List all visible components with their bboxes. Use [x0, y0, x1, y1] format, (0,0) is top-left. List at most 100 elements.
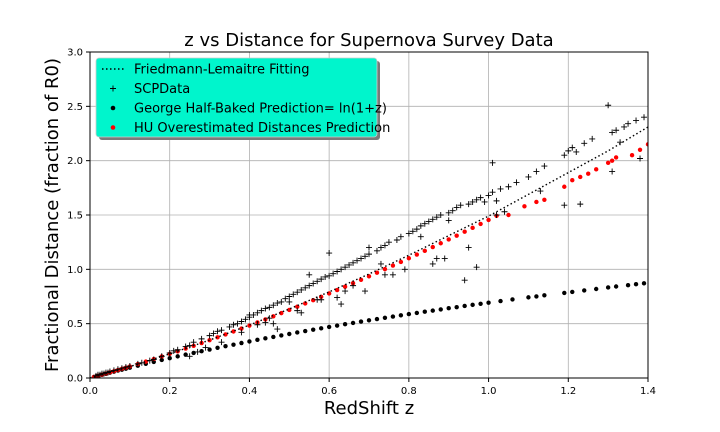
data-point [613, 284, 619, 289]
data-point [613, 155, 619, 160]
data-point [286, 298, 293, 305]
data-point [489, 159, 496, 166]
data-point [278, 298, 285, 305]
data-point [274, 300, 281, 307]
data-point [358, 319, 364, 324]
data-point [422, 248, 427, 254]
x-tick-label: 0.4 [241, 386, 257, 397]
data-point [449, 207, 456, 214]
data-point [542, 197, 547, 202]
data-point [346, 261, 353, 268]
data-point [409, 228, 416, 235]
data-point [342, 288, 349, 295]
data-point [422, 309, 427, 314]
fit-line [90, 126, 648, 378]
data-point [465, 201, 472, 208]
data-point [377, 244, 384, 251]
data-point [247, 339, 252, 344]
data-point [562, 184, 567, 189]
data-point [445, 217, 452, 224]
chart-title: z vs Distance for Supernova Survey Data [184, 30, 553, 51]
data-point [230, 321, 237, 328]
data-point [266, 304, 273, 311]
data-point [298, 309, 305, 316]
data-point [633, 117, 640, 124]
series-1 [92, 102, 648, 378]
x-tick-label: 1.4 [640, 386, 656, 397]
data-point [322, 273, 329, 280]
data-point [398, 313, 404, 318]
data-point [382, 315, 388, 320]
data-point [342, 264, 349, 271]
data-point [294, 289, 301, 296]
data-point [198, 335, 205, 342]
data-point [190, 339, 197, 346]
data-point [461, 277, 468, 284]
data-point [270, 320, 277, 327]
data-point [605, 285, 611, 290]
data-point [373, 247, 380, 254]
data-point [486, 300, 491, 305]
series-layer [90, 102, 648, 378]
data-point [234, 320, 241, 327]
data-point [506, 212, 511, 218]
data-point [421, 220, 428, 227]
data-point [215, 345, 220, 350]
data-point [478, 221, 483, 227]
data-point [605, 160, 611, 166]
data-point [645, 142, 648, 147]
data-point [470, 225, 475, 231]
data-point [510, 297, 515, 302]
data-point [326, 272, 333, 279]
data-point [478, 301, 483, 306]
data-point [306, 271, 313, 278]
data-point [501, 208, 508, 215]
data-point [362, 253, 369, 260]
data-point [238, 318, 245, 325]
data-point [338, 301, 345, 308]
x-tick-label: 1.0 [481, 386, 497, 397]
data-point [231, 342, 236, 347]
data-point [453, 204, 460, 211]
data-point [318, 276, 325, 283]
legend: Friedmann-Lemaitre Fitting SCPData George … [95, 57, 390, 140]
data-point [255, 337, 260, 343]
data-point [593, 286, 599, 292]
x-tick-label: 0.6 [321, 386, 337, 397]
data-point [238, 329, 245, 336]
y-tick-label: 2.0 [67, 156, 83, 167]
data-point [581, 140, 588, 147]
data-point [438, 307, 443, 312]
data-point [405, 230, 412, 237]
data-point [505, 183, 512, 190]
data-point [537, 188, 544, 195]
y-tick-label: 1.5 [67, 211, 83, 222]
data-point [393, 236, 400, 243]
data-point [629, 153, 635, 158]
data-point [525, 173, 532, 180]
data-point [350, 282, 357, 289]
data-point [569, 144, 576, 151]
data-point [377, 260, 384, 267]
x-tick-label: 0.0 [82, 386, 98, 397]
data-point [310, 280, 317, 287]
data-point [462, 229, 467, 234]
data-point [438, 241, 443, 246]
data-point [311, 297, 316, 303]
x-tick-label: 0.2 [162, 386, 178, 397]
data-point [350, 320, 356, 326]
data-point [486, 217, 491, 223]
data-point [214, 328, 221, 335]
data-point [106, 368, 113, 375]
data-point [303, 328, 308, 334]
data-point [641, 114, 648, 121]
data-point [577, 201, 584, 208]
data-point [382, 266, 388, 272]
data-point [582, 288, 587, 293]
data-point [637, 147, 643, 152]
data-point [589, 135, 596, 142]
data-point [457, 202, 464, 209]
data-point [586, 171, 591, 176]
data-point [207, 347, 212, 352]
